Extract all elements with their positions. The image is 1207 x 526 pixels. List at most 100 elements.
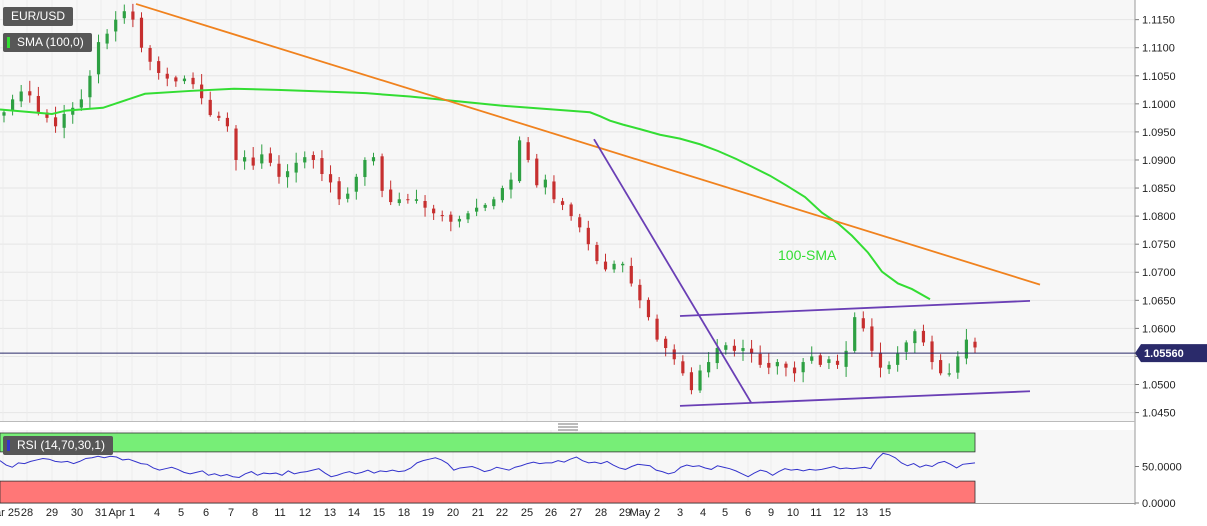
candle-body: [389, 189, 393, 203]
price-tick-label: 1.1150: [1142, 15, 1175, 27]
sma-indicator-label: SMA (100,0): [17, 35, 84, 49]
rsi-indicator-badge[interactable]: RSI (14,70,30,1): [3, 436, 114, 455]
candle-body: [749, 348, 754, 354]
candle-body: [423, 201, 427, 208]
candle-body: [182, 78, 187, 82]
candle-body: [904, 342, 908, 352]
time-tick-label: 9: [768, 507, 774, 519]
time-tick-label: 18: [398, 507, 410, 519]
candle-body: [311, 155, 315, 160]
candle-body: [328, 174, 333, 183]
time-tick-label: Apr: [108, 507, 125, 519]
candle-body: [818, 355, 822, 365]
candle-body: [844, 350, 848, 367]
rsi-oversold-zone: [0, 480, 976, 504]
candle-body: [139, 17, 144, 48]
time-tick-label: 29: [46, 507, 58, 519]
candle-body: [165, 73, 169, 79]
candle-body: [552, 181, 556, 200]
candle-body: [913, 331, 917, 344]
candle-body: [414, 199, 419, 201]
candle-body: [835, 360, 840, 365]
candle-body: [964, 339, 969, 359]
candle-body: [767, 362, 771, 368]
candle-body: [285, 171, 290, 178]
candle-body: [105, 33, 109, 44]
candle-body: [612, 263, 616, 270]
candle-body: [475, 207, 479, 212]
candle-body: [96, 42, 101, 75]
candle-body: [354, 176, 358, 192]
resistance-trendline: [135, 3, 1041, 286]
time-tick-label: 19: [422, 507, 434, 519]
time-tick-label: 29: [619, 507, 631, 519]
time-tick-label: 12: [833, 507, 845, 519]
candle-body: [200, 84, 204, 99]
sma-indicator-badge[interactable]: SMA (100,0): [3, 33, 92, 52]
candle-body: [45, 112, 49, 118]
time-tick-label: 3: [677, 507, 683, 519]
candle-body: [947, 373, 951, 375]
time-tick-label: 11: [274, 507, 285, 519]
candle-body: [698, 370, 702, 391]
candle-body: [346, 193, 350, 199]
candle-body: [707, 362, 711, 373]
time-tick-label: 27: [570, 507, 582, 519]
candle-body: [337, 181, 341, 200]
price-tick-label: 1.0950: [1142, 127, 1176, 139]
candle-body: [887, 364, 891, 370]
time-tick-label: 6: [203, 507, 209, 519]
candle-body: [225, 117, 230, 127]
time-tick-label: 14: [348, 507, 360, 519]
time-tick-label: 13: [324, 507, 336, 519]
candle-body: [122, 11, 126, 19]
time-tick-label: 31: [95, 507, 107, 519]
candle-body: [457, 218, 462, 222]
candle-body: [440, 215, 444, 217]
candle-body: [870, 326, 874, 351]
candle-body: [664, 338, 668, 349]
candle-body: [629, 265, 633, 284]
candle-body: [449, 214, 453, 222]
candle-body: [853, 317, 857, 351]
time-tick-label: 5: [178, 507, 184, 519]
candle-body: [500, 188, 504, 201]
rsi-indicator-label: RSI (14,70,30,1): [17, 438, 106, 452]
time-tick-label: 30: [71, 507, 83, 519]
candle-body: [569, 204, 573, 217]
price-tick-label: 1.0600: [1142, 323, 1176, 335]
time-tick-label: Mar 25: [0, 507, 20, 519]
candle-body: [921, 330, 926, 343]
candle-body: [517, 140, 522, 182]
candle-body: [681, 361, 685, 374]
price-tick-label: 1.1000: [1142, 99, 1176, 111]
candle-body: [526, 142, 530, 160]
price-tick-label: 1.0800: [1142, 211, 1176, 223]
time-tick-label: 10: [787, 507, 799, 519]
time-tick-label: 22: [496, 507, 508, 519]
candle-body: [268, 153, 272, 163]
sma-color-swatch: [7, 37, 10, 48]
candle-body: [363, 159, 367, 178]
candle-body: [672, 349, 676, 360]
candle-body: [114, 19, 118, 32]
candle-body: [174, 77, 178, 82]
candle-body: [758, 353, 762, 365]
time-tick-label: 5: [722, 507, 728, 519]
candle-body: [930, 341, 934, 363]
current-price-label: 1.05560: [1144, 348, 1184, 360]
price-tick-label: 1.0700: [1142, 267, 1176, 279]
candle-body: [10, 99, 15, 111]
price-tick-label: 1.0650: [1142, 295, 1176, 307]
candle-body: [655, 318, 659, 340]
candle-body: [208, 99, 212, 116]
time-tick-label: 25: [521, 507, 533, 519]
candle-body: [483, 204, 487, 208]
candle-body: [578, 217, 582, 228]
candle-body: [294, 162, 298, 173]
price-tick-label: 1.0750: [1142, 239, 1176, 251]
price-tick-label: 1.0500: [1142, 380, 1176, 392]
candle-body: [535, 158, 539, 186]
